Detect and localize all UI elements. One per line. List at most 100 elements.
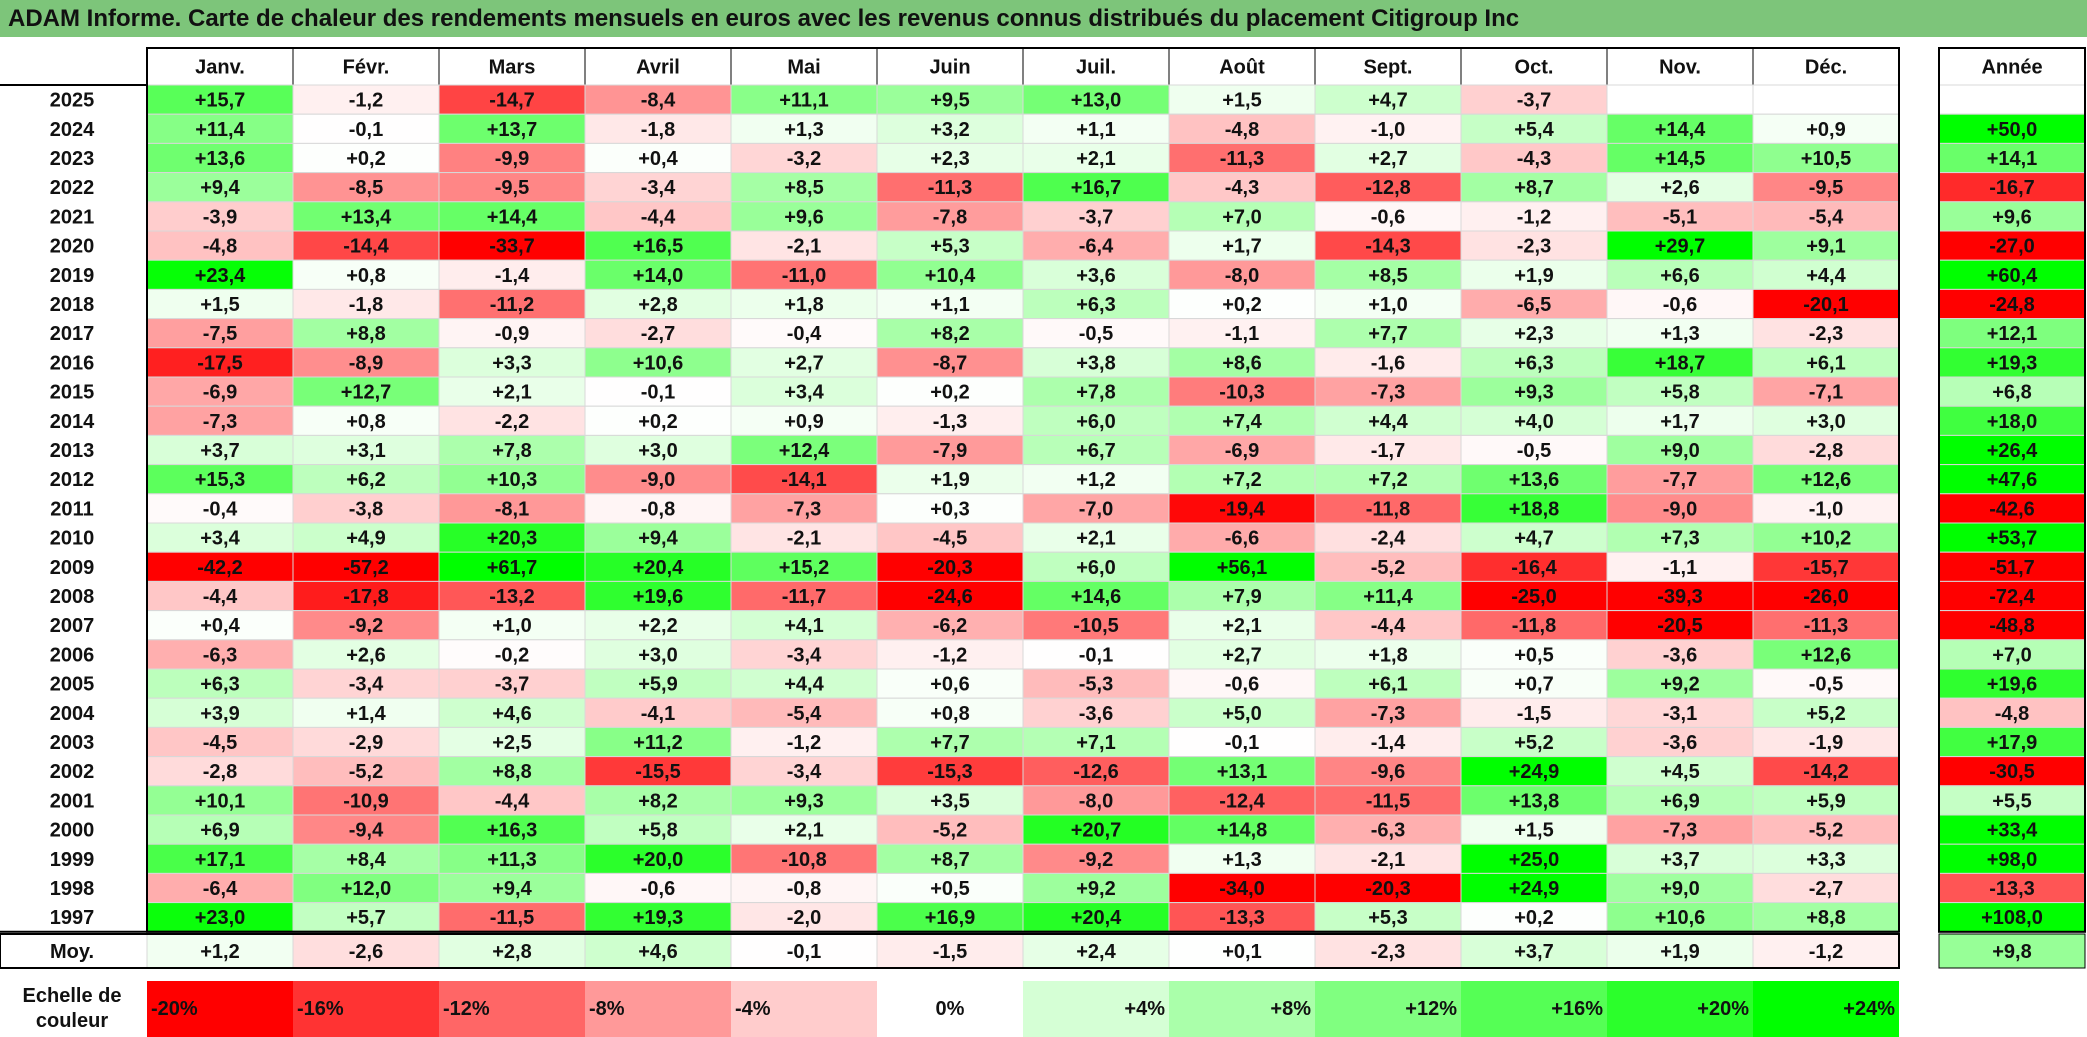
month-header-label: Févr. (343, 57, 390, 79)
cell-value-label: +2,3 (1514, 323, 1553, 345)
month-header-label: Oct. (1515, 57, 1554, 79)
cell-value-label: +56,1 (1217, 557, 1268, 579)
month-header-label: Janv. (195, 57, 245, 79)
cell-value-label: +1,1 (930, 294, 969, 316)
heatmap-cell (1314, 610, 1462, 641)
cell-value-label: +11,1 (779, 90, 829, 112)
cell-value-label: +7,7 (930, 732, 969, 754)
cell-value-label: +18,7 (1655, 352, 1706, 374)
heatmap-cell (146, 113, 294, 144)
cell-value-label: -20,3 (1365, 878, 1411, 900)
cell-value-label: +8,5 (784, 177, 823, 199)
heatmap-cell (584, 405, 732, 436)
annual-cell (1938, 376, 2086, 407)
heatmap-cell (1314, 668, 1462, 699)
average-label: Moy. (50, 941, 94, 963)
cell-value-label: +1,1 (1076, 119, 1115, 141)
cell-value-label: -34,0 (1219, 878, 1265, 900)
cell-value-label: -11,3 (928, 177, 972, 199)
cell-value-label: +0,4 (200, 615, 240, 637)
cell-value-label: +8,7 (1514, 177, 1553, 199)
heatmap-cell (1314, 318, 1462, 349)
cell-value-label: -2,9 (349, 732, 383, 754)
heatmap-cell (876, 434, 1024, 466)
cell-value-label: -15,3 (927, 761, 973, 783)
cell-value-label: -3,7 (1517, 90, 1551, 112)
cell-value-label: -3,6 (1663, 644, 1697, 666)
cell-value-label: -5,2 (1371, 557, 1405, 579)
annual-value-label: +12,1 (1987, 323, 2038, 345)
cell-value-label: -1,4 (1371, 732, 1406, 754)
heatmap-cell (146, 405, 294, 436)
year-label: 2001 (50, 790, 95, 812)
cell-value-label: -4,4 (203, 586, 238, 608)
cell-value-label: +6,3 (200, 674, 239, 696)
cell-value-label: +4,4 (1368, 411, 1408, 433)
average-cell (1606, 933, 1754, 969)
heatmap-cell (1168, 610, 1316, 641)
month-header-cell (1460, 47, 1608, 86)
heatmap-cell (1460, 318, 1608, 349)
heatmap-cell (584, 142, 732, 174)
scale-swatch-label: -20% (151, 998, 198, 1020)
month-header-label: Avril (636, 57, 680, 79)
cell-value-label: +13,1 (1217, 761, 1268, 783)
heatmap-cell (1168, 697, 1316, 728)
year-label: 2022 (50, 177, 95, 199)
cell-value-label: +3,4 (200, 528, 240, 550)
cell-value-label: -0,1 (1079, 644, 1113, 666)
heatmap-cell (1168, 464, 1316, 495)
average-annual-cell (1938, 933, 2086, 969)
heatmap-cell (1022, 872, 1170, 904)
heatmap-cell (146, 902, 294, 933)
heatmap-cell (876, 756, 1024, 787)
heatmap-cell (1752, 172, 1900, 203)
cell-value-label: -8,5 (349, 177, 383, 199)
annual-cell (1938, 230, 2086, 261)
cell-value-label: +6,1 (1368, 674, 1407, 696)
cell-value-label: -3,9 (203, 206, 237, 228)
heatmap-cell (584, 464, 732, 495)
cell-value-label: -3,1 (1663, 703, 1697, 725)
cell-value-label: -14,2 (1803, 761, 1849, 783)
cell-value-label: -4,5 (933, 528, 967, 550)
heatmap-cell (1460, 464, 1608, 495)
heatmap-cell (876, 785, 1024, 816)
annual-cell (1938, 405, 2086, 436)
heatmap-cell (1460, 814, 1608, 845)
cell-value-label: +15,7 (195, 90, 246, 112)
cell-value-label: +2,2 (638, 615, 677, 637)
heatmap-cell (1168, 843, 1316, 874)
annual-border (1938, 47, 2086, 933)
annual-value-label: -13,3 (1989, 878, 2035, 900)
cell-value-label: +9,3 (784, 790, 823, 812)
cell-value-label: -1,2 (1517, 206, 1551, 228)
cell-value-label: -7,8 (933, 206, 967, 228)
cell-value-label: +24,9 (1509, 878, 1560, 900)
heatmap-cell (730, 872, 878, 904)
cell-value-label: -9,0 (1663, 498, 1697, 520)
heatmap-cell (1606, 872, 1754, 904)
scale-swatch-label: +4% (1124, 998, 1165, 1020)
cell-value-label: -6,9 (1225, 440, 1259, 462)
cell-value-label: -2,7 (1809, 878, 1843, 900)
cell-value-label: +6,9 (1660, 790, 1699, 812)
heatmap-cell (1314, 230, 1462, 261)
cell-value-label: +7,1 (1076, 732, 1115, 754)
cell-value-label: +2,1 (1076, 148, 1115, 170)
heatmap-cell (1752, 639, 1900, 670)
heatmap-cell (1168, 376, 1316, 407)
cell-value-label: +2,1 (492, 382, 531, 404)
cell-value-label: -7,3 (787, 498, 821, 520)
cell-value-label: +11,3 (487, 849, 537, 871)
cell-value-label: +3,2 (930, 119, 969, 141)
heatmap-cell (584, 84, 732, 115)
month-header-cell (876, 47, 1024, 86)
cell-value-label: +7,2 (1222, 469, 1261, 491)
cell-value-label: +8,7 (930, 849, 969, 871)
cell-value-label: -1,0 (1809, 498, 1843, 520)
cell-value-label: +14,8 (1217, 820, 1268, 842)
cell-value-label: +3,0 (638, 440, 677, 462)
annual-value-label: -27,0 (1989, 236, 2035, 258)
